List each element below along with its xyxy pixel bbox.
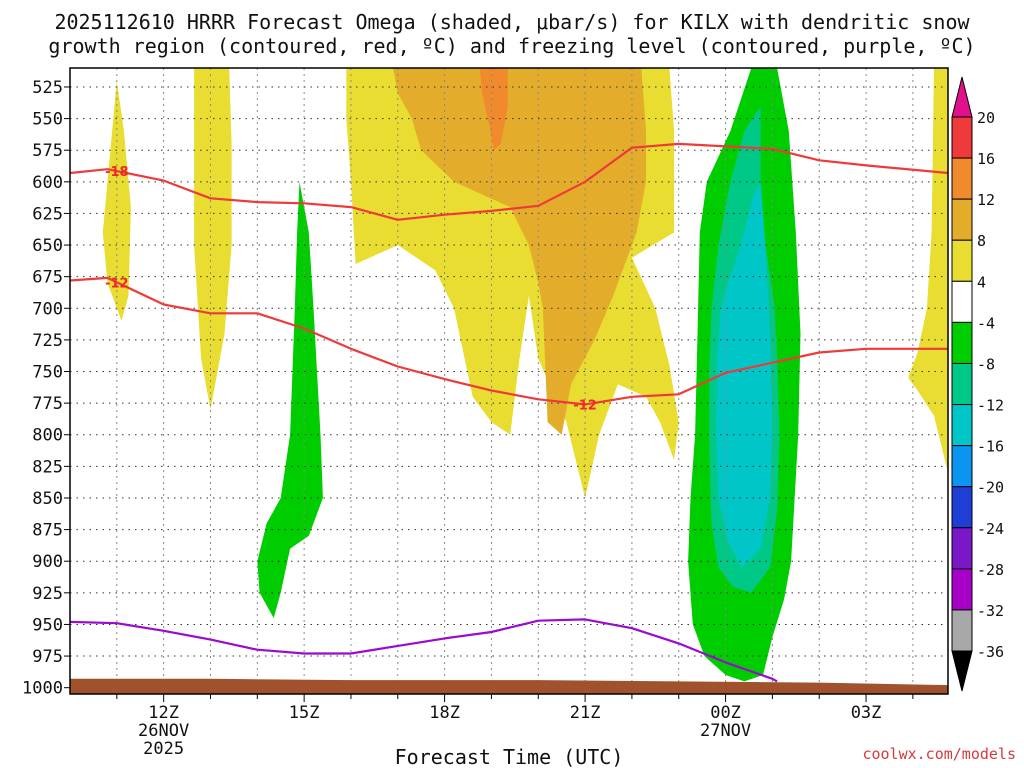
colorbar: 20 16 12 8 4 -4 -8 -12 -16 -20 -24 -28 -32 -36 <box>951 76 1004 692</box>
y-axis: 525 550 575 600 625 650 675 700 725 750 775 800 825 8… <box>22 78 70 699</box>
y-tick-label-550: 550 <box>32 110 63 130</box>
x-tick-date-26NOV: 26NOV <box>138 721 189 741</box>
colorbar-bin--36-to--32 <box>951 609 973 652</box>
colorbar-bin--20-to--16 <box>951 445 973 488</box>
x-tick-label-21Z: 21Z <box>570 703 601 723</box>
y-tick-label-1000: 1000 <box>22 679 63 699</box>
x-axis-title: Forecast Time (UTC) <box>395 745 624 768</box>
colorbar-bin--16-to--12 <box>951 404 973 447</box>
shade-cyan-main <box>716 181 773 568</box>
y-tick-label-650: 650 <box>32 236 63 256</box>
chart-title-line-2: growth region (contoured, red, ºC) and f… <box>48 34 975 58</box>
y-tick-label-525: 525 <box>32 78 63 98</box>
y-tick-label-975: 975 <box>32 647 63 667</box>
colorbar-label--20: -20 <box>977 479 1004 497</box>
colorbar-label--32: -32 <box>977 602 1004 620</box>
y-tick-label-775: 775 <box>32 394 63 414</box>
surface-terrain <box>70 678 948 694</box>
shade-yellow-band-13z <box>194 68 232 410</box>
dgz-minus18-label: -18 <box>105 165 129 180</box>
y-tick-label-850: 850 <box>32 489 63 509</box>
dgz-minus12-contour <box>70 276 948 406</box>
dgz-minus12-label-mid: -12 <box>573 398 597 413</box>
y-tick-label-700: 700 <box>32 299 63 319</box>
colorbar-bin--8-to--4 <box>951 321 973 364</box>
shade-yellow-band-27z <box>908 68 948 473</box>
y-tick-label-800: 800 <box>32 426 63 446</box>
x-tick-label-00Z: 00Z <box>710 703 741 723</box>
colorbar-bin-8-to-12 <box>951 198 973 241</box>
x-tick-date-27NOV: 27NOV <box>700 721 751 741</box>
colorbar-label--24: -24 <box>977 520 1004 538</box>
colorbar-bin--4-to-4 <box>951 280 973 323</box>
colorbar-bin-4-to-8 <box>951 239 973 282</box>
dgz-minus12-label-left: -12 <box>105 276 129 291</box>
colorbar-label--4: -4 <box>977 314 995 332</box>
x-tick-label-15Z: 15Z <box>289 703 320 723</box>
shade-orange-main <box>393 68 646 435</box>
colorbar-label--36: -36 <box>977 643 1004 661</box>
y-tick-label-675: 675 <box>32 268 63 288</box>
y-tick-label-725: 725 <box>32 331 63 351</box>
colorbar-bin--24-to--20 <box>951 486 973 529</box>
dgz-minus18-contour <box>70 142 948 221</box>
freezing-level-contour <box>70 618 778 683</box>
colorbar-bin--12-to--8 <box>951 362 973 406</box>
y-tick-label-950: 950 <box>32 615 63 635</box>
colorbar-label-8: 8 <box>977 232 986 250</box>
y-tick-label-925: 925 <box>32 584 63 604</box>
colorbar-label--12: -12 <box>977 397 1004 415</box>
y-tick-label-875: 875 <box>32 521 63 541</box>
chart-title-line-1: 2025112610 HRRR Forecast Omega (shaded, … <box>54 10 970 34</box>
colorbar-label--28: -28 <box>977 561 1004 579</box>
shade-green-plume-15z <box>257 181 323 619</box>
omega-shading-layer <box>102 68 948 682</box>
colorbar-bin--32-to--28 <box>951 568 973 611</box>
colorbar-label-12: 12 <box>977 191 995 209</box>
x-tick-label-12Z: 12Z <box>148 703 179 723</box>
shade-orange-core <box>479 68 508 151</box>
y-tick-label-600: 600 <box>32 173 63 193</box>
terrain-layer <box>70 678 948 694</box>
colorbar-bin--28-to--24 <box>951 527 973 570</box>
plot-frame <box>69 67 949 695</box>
colorbar-label-16: 16 <box>977 150 995 168</box>
contour-lines-layer: -18 -12 -12 <box>70 142 948 683</box>
y-tick-label-900: 900 <box>32 552 63 572</box>
colorbar-label-20: 20 <box>977 109 995 127</box>
x-tick-year-2025: 2025 <box>143 739 184 759</box>
colorbar-bin-12-to-16 <box>951 157 973 200</box>
x-tick-label-03Z: 03Z <box>851 703 882 723</box>
grid-layer <box>70 68 948 694</box>
colorbar-bottom-arrow <box>951 650 973 692</box>
x-tick-label-18Z: 18Z <box>429 703 460 723</box>
y-tick-label-825: 825 <box>32 457 63 477</box>
y-tick-label-625: 625 <box>32 204 63 224</box>
colorbar-bin-16-to-20 <box>951 116 973 159</box>
credit-text: coolwx.com/models <box>862 745 1016 763</box>
colorbar-label--8: -8 <box>977 355 995 373</box>
colorbar-label-4: 4 <box>977 273 986 291</box>
colorbar-label--16: -16 <box>977 438 1004 456</box>
y-tick-label-750: 750 <box>32 363 63 383</box>
y-tick-label-575: 575 <box>32 141 63 161</box>
